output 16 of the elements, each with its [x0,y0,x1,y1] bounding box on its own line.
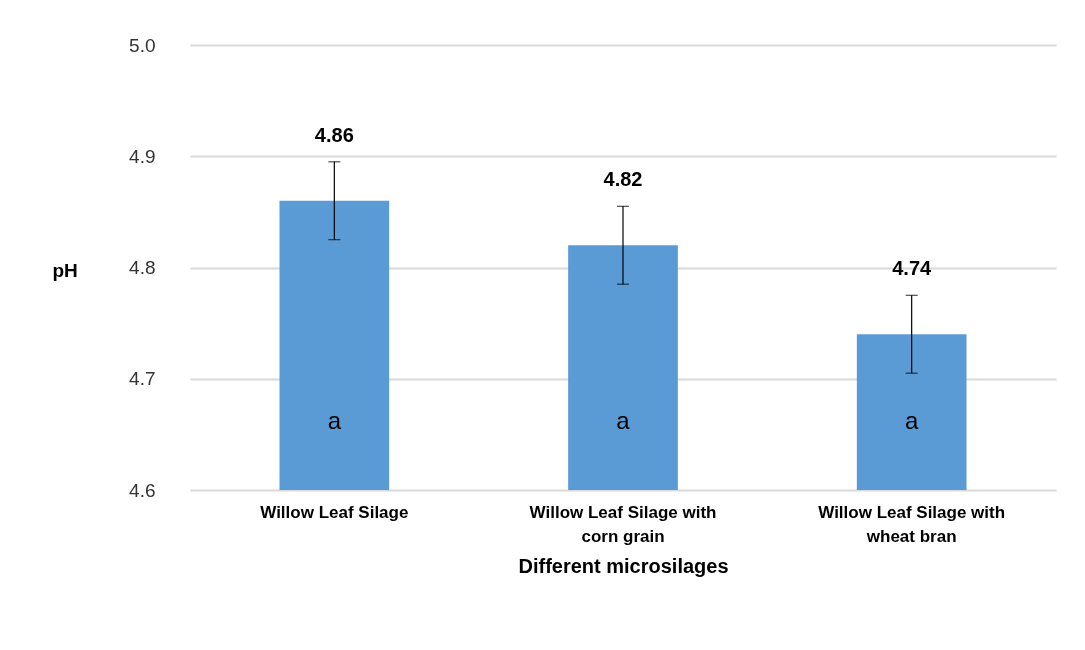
x-tick-label: Willow Leaf Silage with wheat bran [818,502,1006,546]
y-tick-label: 4.6 [129,479,156,501]
y-tick-label: 4.8 [129,257,156,278]
y-axis-title: pH [52,259,78,281]
annotation: a [327,407,342,434]
x-axis-title: Different microsilages [518,554,729,577]
y-tick-label: 5.0 [129,34,156,56]
annotation: a [616,407,631,434]
x-tick-label: Willow Leaf Silage with corn grain [529,502,717,546]
data-label: 4.74 [892,257,932,280]
y-tick-label: 4.7 [129,368,156,390]
annotation: a [904,407,919,434]
x-tick-label: Willow Leaf Silage [260,502,409,522]
data-label: 4.82 [603,168,643,191]
y-tick-label: 4.9 [129,145,156,167]
data-label: 4.86 [314,123,354,146]
